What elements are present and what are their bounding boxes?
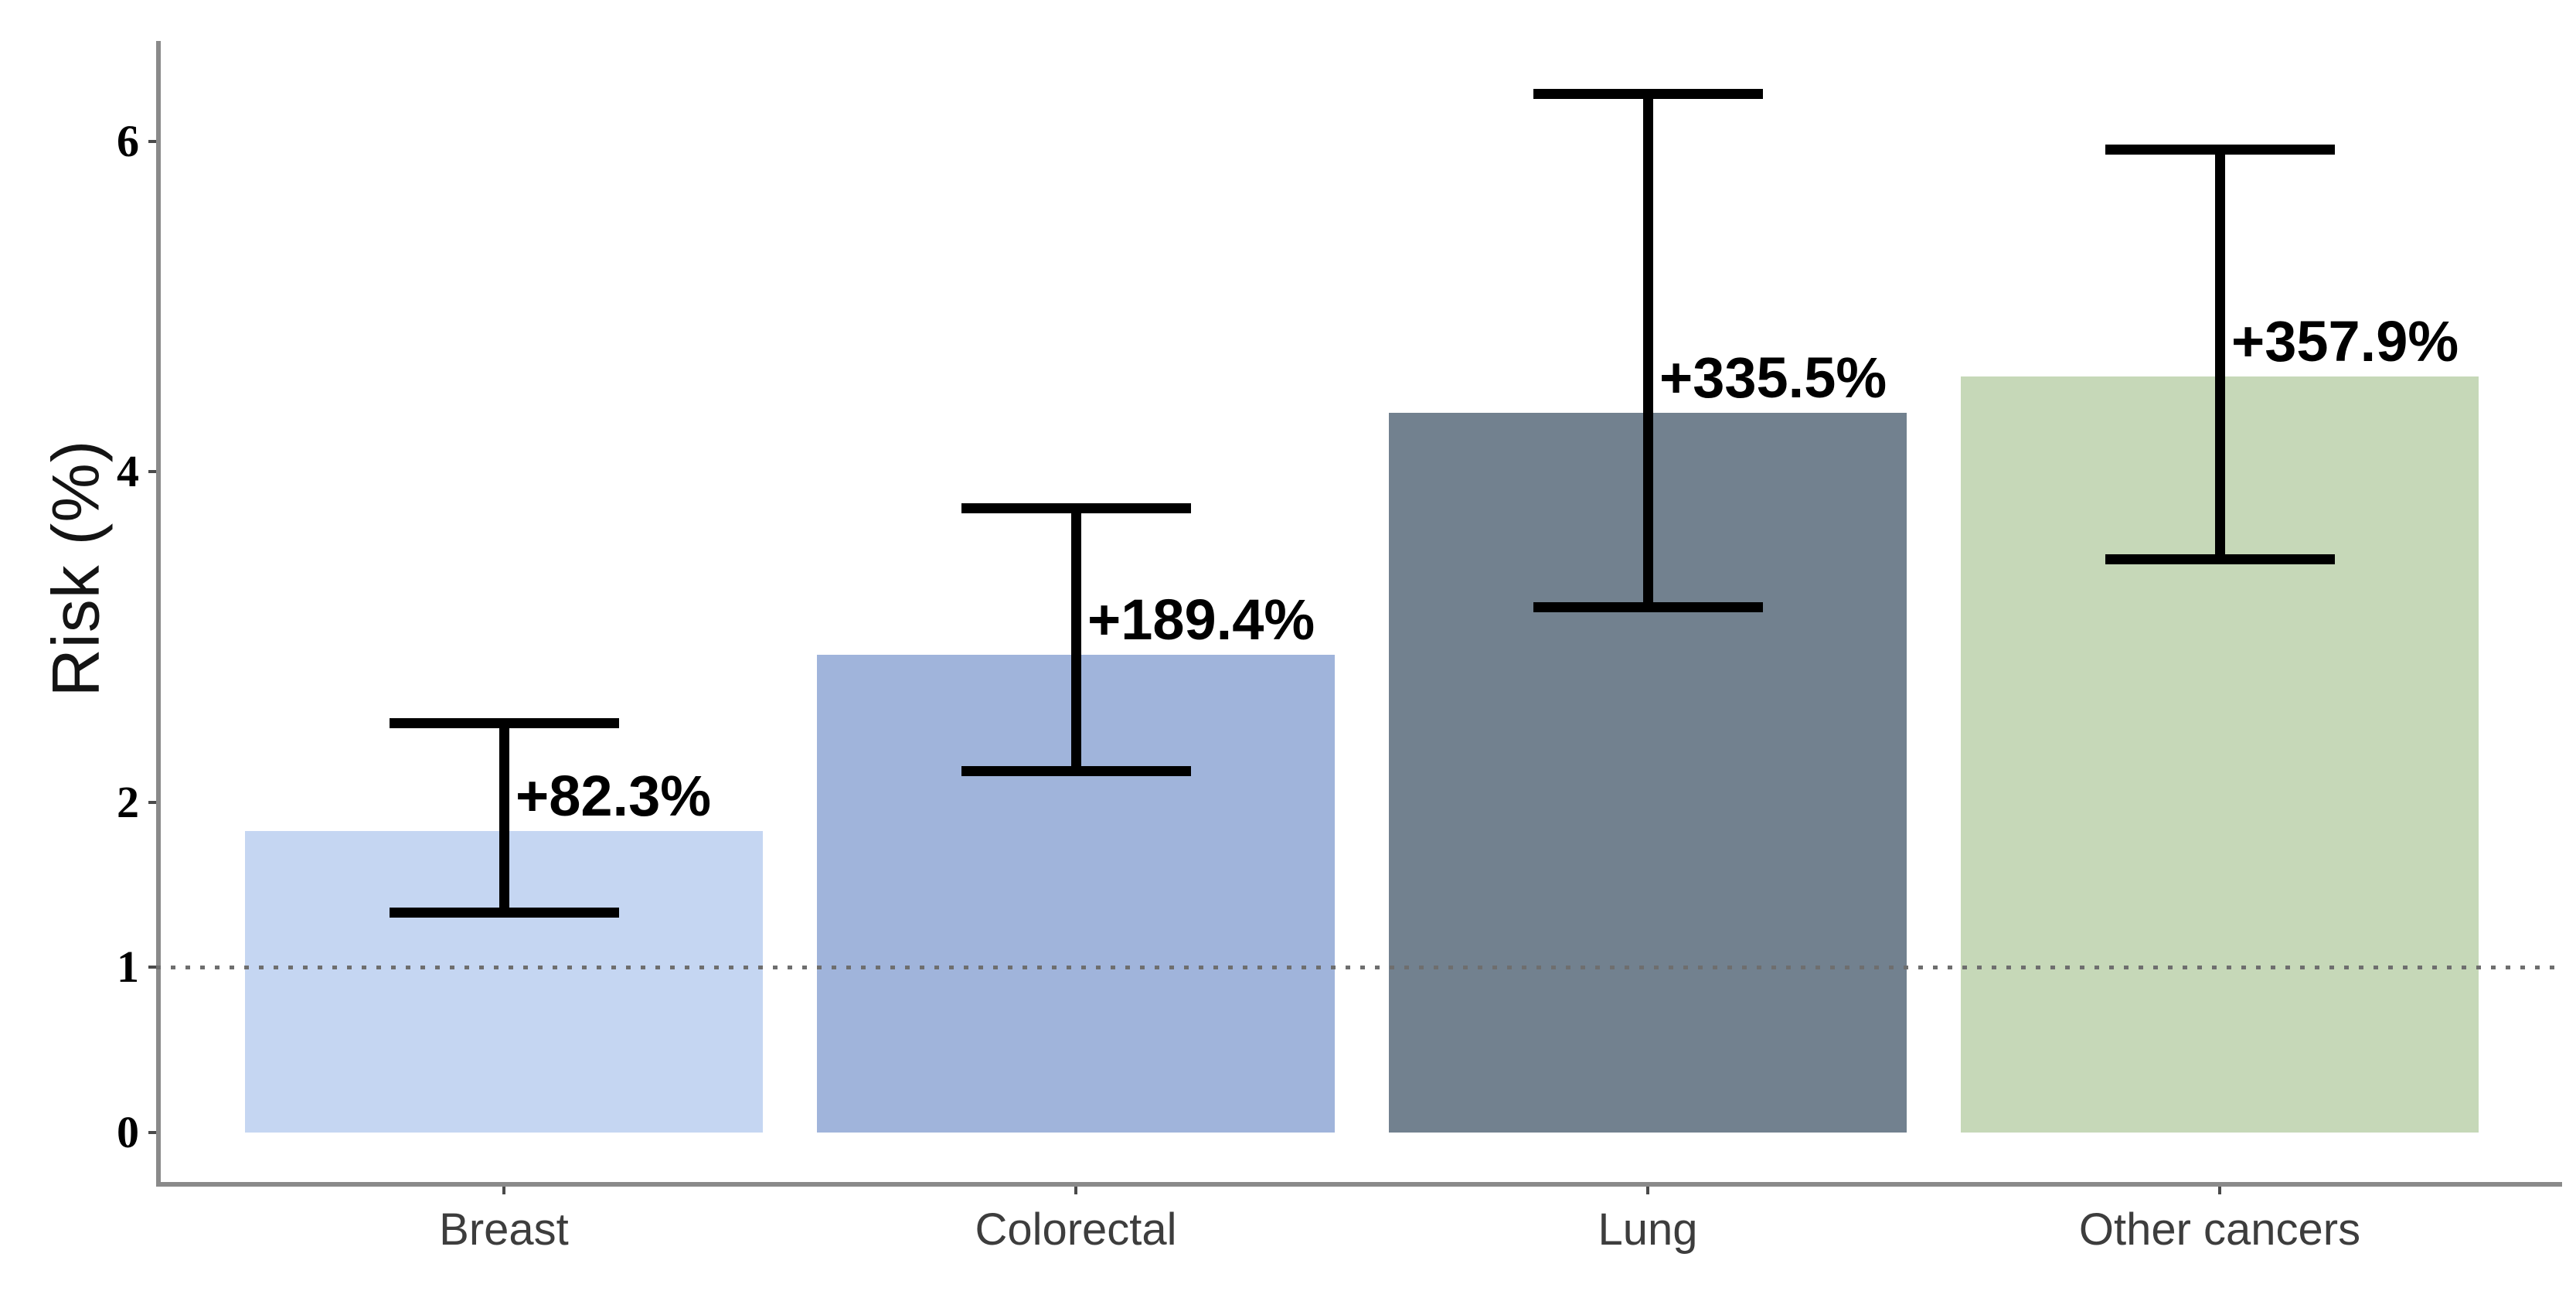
x-tick-mark: [502, 1187, 505, 1194]
y-tick-mark: [148, 139, 156, 143]
x-tick-label: Other cancers: [2078, 1204, 2361, 1255]
y-tick-mark: [148, 470, 156, 474]
y-tick-label: 1: [117, 942, 139, 993]
error-bar-cap-bottom: [389, 908, 619, 918]
x-axis-line: [156, 1182, 2562, 1187]
error-bar-cap-top: [961, 502, 1191, 513]
reference-line: [156, 966, 2562, 970]
error-bar-line: [2214, 149, 2225, 560]
x-tick-mark: [1074, 1187, 1077, 1194]
value-label: +357.9%: [2231, 308, 2459, 373]
plot-panel: 0 1 2 4 6 +82.3% Breast +189.4% Colorectal +335.5…: [117, 41, 2562, 1255]
x-tick-label: Breast: [439, 1204, 569, 1255]
value-label: +82.3%: [516, 764, 712, 829]
y-axis-line: [156, 41, 161, 1187]
y-tick-mark: [148, 800, 156, 804]
error-bar-line: [1070, 508, 1081, 772]
error-bar-cap-bottom: [961, 765, 1191, 776]
error-bar-cap-bottom: [1533, 602, 1763, 613]
y-tick-mark: [148, 1131, 156, 1134]
error-bar-cap-bottom: [2105, 554, 2335, 565]
x-tick-mark: [1646, 1187, 1649, 1194]
error-bar-cap-top: [2105, 145, 2335, 155]
x-tick-label: Colorectal: [975, 1204, 1177, 1255]
x-tick-mark: [2218, 1187, 2221, 1194]
error-bar-line: [499, 723, 509, 913]
value-label: +189.4%: [1087, 587, 1315, 652]
y-tick-label: 2: [117, 776, 139, 827]
x-tick-label: Lung: [1598, 1204, 1698, 1255]
error-bar-cap-top: [389, 717, 619, 728]
y-tick-label: 0: [117, 1107, 139, 1157]
y-tick-mark: [148, 966, 156, 969]
error-bar-cap-top: [1533, 88, 1763, 99]
error-bar-line: [1642, 94, 1653, 608]
y-tick-label: 6: [117, 115, 139, 166]
y-tick-label: 4: [117, 446, 139, 497]
value-label: +335.5%: [1659, 346, 1887, 410]
